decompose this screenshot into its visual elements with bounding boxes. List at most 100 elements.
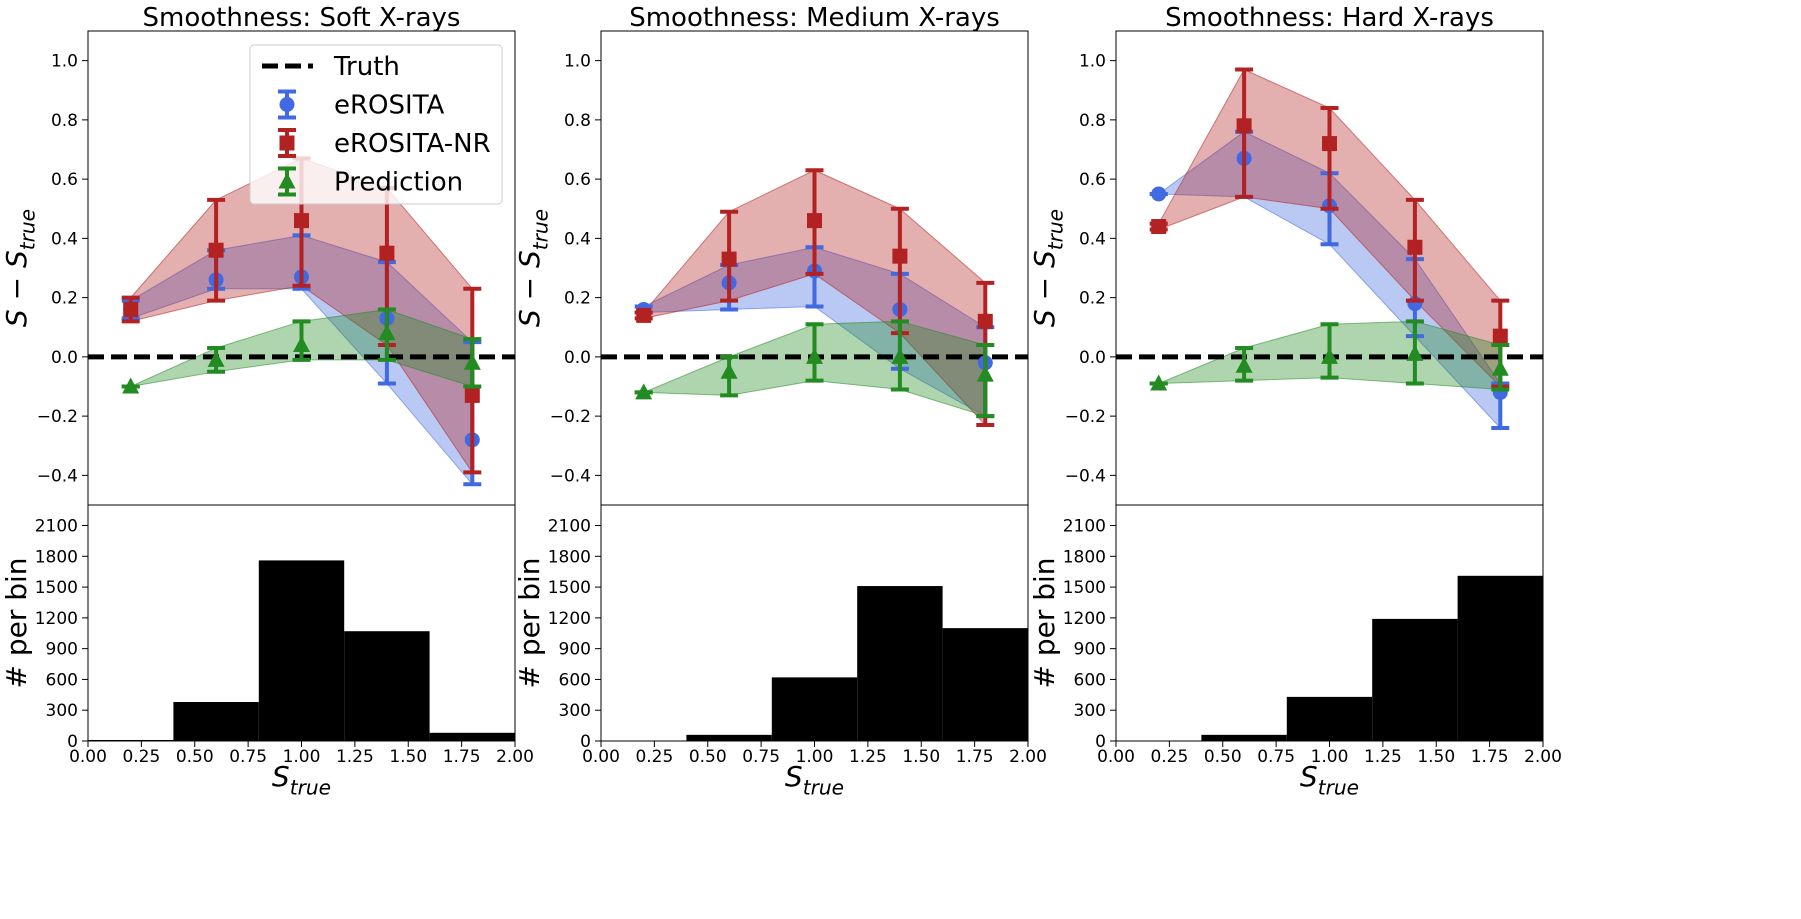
x-tick-label: 1.25 [1364,747,1402,767]
histogram-bar [942,628,1028,741]
y-tick-label: 0.6 [1079,170,1106,190]
top-axes-frame [1115,30,1544,506]
panel-2: Smoothness: Medium X-rays −0.4 −0.2 0.0 0.2 0… [513,3,1047,799]
hist-y-tick-label: 2100 [1063,517,1106,537]
histogram-bar [258,560,345,741]
y-tick-label: 0.2 [51,289,78,309]
panel-3: Smoothness: Hard X-rays −0.4 −0.2 0.0 0.2 0.4… [1028,3,1562,799]
x-axis-label: Strue [1300,760,1359,799]
y-axis-label-main: S − S [513,250,546,327]
hist-y-tick-label: 1800 [35,547,78,567]
x-tick-label: 0.25 [122,747,160,767]
histogram-bar [1286,696,1373,741]
hist-y-tick-label: 900 [46,640,78,660]
y-tick-label: 1.0 [1079,52,1106,72]
data-point-erosita-nr [1407,239,1423,255]
histogram-bar [686,734,772,741]
x-tick-label: 0.00 [1097,747,1135,767]
data-point-prediction [293,336,310,353]
hist-y-tick-label: 2100 [548,517,591,537]
x-tick-label: 0.25 [1150,747,1188,767]
y-tick-label: 0.8 [51,111,78,131]
data-point-prediction [720,362,738,379]
data-point-erosita-nr [379,245,395,261]
x-axis-label: Strue [785,760,844,799]
hist-y-tick-label: 0 [580,732,591,752]
legend-label: Truth [333,52,400,82]
y-axis-label-main: S − S [0,250,33,327]
y-tick-label: −0.4 [1065,466,1106,486]
data-point-prediction [635,383,653,400]
hist-y-tick-label: 300 [559,701,591,721]
hist-y-tick-label: 600 [559,670,591,690]
hist-y-tick-label: 1500 [548,578,591,598]
histogram-bar [771,677,858,741]
histogram-bar [173,702,259,741]
x-tick-label: 0.75 [742,747,780,767]
data-point-erosita-nr [977,313,993,329]
panel-title: Smoothness: Soft X-rays [143,3,461,33]
data-point-erosita-nr [208,242,224,258]
data-point-prediction [463,353,481,370]
y-tick-label: 0.6 [51,170,78,190]
histogram-bar [1201,734,1287,741]
x-tick-label: 2.00 [496,747,534,767]
x-axis-label-sub: true [1318,775,1359,799]
y-tick-label: 1.0 [51,52,78,72]
data-point-prediction [207,350,225,367]
x-tick-label: 1.25 [336,747,374,767]
legend-label: Prediction [334,168,463,198]
histogram-bar [344,631,430,741]
data-point-prediction [806,347,823,364]
legend-label: eROSITA-NR [334,129,491,159]
histogram-bar [1372,618,1458,741]
histogram-bar [88,739,174,741]
hist-y-tick-label: 1500 [35,578,78,598]
x-tick-label: 0.75 [1257,747,1295,767]
x-tick-label: 0.50 [689,747,727,767]
y-tick-label: −0.2 [37,407,78,427]
data-point-prediction [1235,356,1253,373]
x-tick-label: 1.25 [849,747,887,767]
y-tick-label: −0.2 [1065,407,1106,427]
data-point-erosita-nr [1322,136,1337,152]
x-axis-label-main: S [785,760,803,793]
x-tick-label: 1.75 [956,747,994,767]
hist-y-tick-label: 1200 [548,609,591,629]
x-tick-label: 0.25 [635,747,673,767]
x-tick-label: 0.00 [582,747,620,767]
hist-y-tick-label: 300 [46,701,78,721]
hist-y-tick-label: 0 [67,732,78,752]
panel-title: Smoothness: Medium X-rays [629,3,1000,33]
hist-y-tick-label: 600 [1074,670,1106,690]
y-tick-label: 0.8 [564,111,591,131]
x-tick-label: 0.00 [69,747,107,767]
y-axis-label-sub: true [1043,209,1067,250]
x-axis-label-main: S [272,760,290,793]
histogram-bar [1457,575,1543,741]
y-tick-label: 0.6 [564,170,591,190]
y-axis-label-sub: true [528,209,552,250]
y-tick-label: 0.4 [1079,229,1106,249]
y-tick-label: −0.2 [550,407,591,427]
hist-y-axis-label: # per bin [0,557,33,688]
hist-y-axis-label: # per bin [513,557,546,688]
hist-y-tick-label: 1500 [1063,578,1106,598]
x-axis-label-sub: true [290,775,331,799]
data-point-prediction [891,347,909,364]
data-point-prediction [976,365,994,382]
hist-y-tick-label: 600 [46,670,78,690]
y-axis-label: S − Strue [1028,209,1067,327]
histogram-bar [429,732,515,741]
x-tick-label: 1.00 [283,747,321,767]
x-tick-label: 1.00 [796,747,834,767]
data-point-erosita-nr [1151,219,1167,235]
data-point-erosita-nr [1492,328,1508,344]
hist-y-axis-label: # per bin [1028,557,1061,688]
hist-y-tick-label: 1200 [35,609,78,629]
data-point-erosita-nr [892,248,908,264]
y-tick-label: 0.4 [564,229,591,249]
y-tick-label: 0.8 [1079,111,1106,131]
data-point-prediction [1321,347,1338,364]
